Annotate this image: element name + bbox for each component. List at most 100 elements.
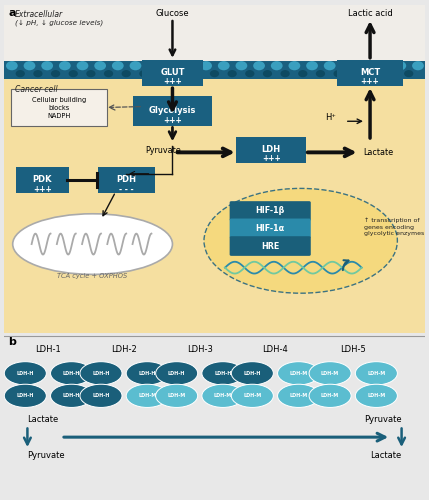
Circle shape (324, 61, 335, 70)
Circle shape (4, 362, 46, 385)
Circle shape (121, 70, 131, 77)
Text: LDH-M: LDH-M (290, 394, 308, 398)
Ellipse shape (13, 214, 172, 274)
Circle shape (175, 70, 184, 77)
Circle shape (218, 61, 230, 70)
Text: LDH-2: LDH-2 (111, 346, 137, 354)
Circle shape (245, 70, 254, 77)
Text: Extracellular: Extracellular (15, 10, 63, 19)
Circle shape (278, 384, 320, 407)
Circle shape (369, 70, 378, 77)
Circle shape (355, 384, 397, 407)
Text: LDH-M: LDH-M (243, 394, 261, 398)
Text: b: b (9, 338, 16, 347)
Text: LDH-H: LDH-H (63, 394, 80, 398)
Circle shape (377, 61, 389, 70)
Text: MCT: MCT (360, 68, 380, 78)
Text: LDH-M: LDH-M (138, 394, 156, 398)
Circle shape (126, 384, 168, 407)
Circle shape (192, 70, 202, 77)
FancyBboxPatch shape (230, 236, 311, 256)
Circle shape (351, 70, 360, 77)
Ellipse shape (204, 188, 397, 293)
Text: +++: +++ (262, 154, 281, 164)
Text: ↑ transcription of
genes encoding
glycolytic enzymes: ↑ transcription of genes encoding glycol… (364, 218, 424, 236)
FancyBboxPatch shape (337, 60, 403, 86)
Circle shape (4, 384, 46, 407)
Circle shape (80, 384, 122, 407)
Text: LDH-1: LDH-1 (36, 346, 61, 354)
Text: LDH-H: LDH-H (139, 371, 156, 376)
Text: a: a (9, 8, 16, 18)
Text: LDH-M: LDH-M (321, 371, 339, 376)
Text: LDH-H: LDH-H (17, 371, 34, 376)
Text: HRE: HRE (261, 242, 279, 250)
Circle shape (130, 61, 141, 70)
Circle shape (341, 61, 353, 70)
Text: Lactate: Lactate (370, 451, 402, 460)
FancyBboxPatch shape (230, 201, 311, 221)
Text: GLUT: GLUT (160, 68, 185, 78)
Text: HIF-1β: HIF-1β (256, 206, 285, 216)
Circle shape (156, 384, 198, 407)
Circle shape (41, 61, 53, 70)
FancyBboxPatch shape (11, 88, 107, 126)
Circle shape (51, 362, 93, 385)
Circle shape (33, 70, 42, 77)
Text: +++: +++ (163, 78, 182, 86)
Text: +++: +++ (163, 116, 182, 125)
Text: TCA cycle + OXPHOS: TCA cycle + OXPHOS (57, 273, 128, 279)
FancyBboxPatch shape (142, 60, 203, 86)
Circle shape (104, 70, 113, 77)
Circle shape (231, 384, 273, 407)
Circle shape (6, 61, 18, 70)
Circle shape (24, 61, 36, 70)
Text: PDH: PDH (116, 176, 136, 184)
Text: LDH-M: LDH-M (321, 394, 339, 398)
Circle shape (126, 362, 168, 385)
FancyBboxPatch shape (230, 218, 311, 238)
Circle shape (253, 61, 265, 70)
Text: LDH-H: LDH-H (63, 371, 80, 376)
Circle shape (157, 70, 166, 77)
FancyBboxPatch shape (133, 96, 211, 126)
Circle shape (231, 362, 273, 385)
Text: LDH-3: LDH-3 (187, 346, 213, 354)
Text: Pyruvate: Pyruvate (27, 451, 65, 460)
Text: Lactate: Lactate (27, 416, 59, 424)
Circle shape (94, 61, 106, 70)
Circle shape (281, 70, 290, 77)
Circle shape (306, 61, 318, 70)
Text: LDH-H: LDH-H (92, 394, 110, 398)
Text: Glucose: Glucose (156, 9, 189, 18)
Circle shape (51, 70, 60, 77)
Circle shape (15, 70, 25, 77)
Text: LDH-H: LDH-H (17, 394, 34, 398)
Circle shape (359, 61, 371, 70)
Text: Lactate: Lactate (364, 148, 394, 157)
Circle shape (156, 362, 198, 385)
Circle shape (200, 61, 212, 70)
Circle shape (316, 70, 325, 77)
Circle shape (404, 70, 414, 77)
Text: LDH-M: LDH-M (214, 394, 232, 398)
Text: LDH-M: LDH-M (168, 394, 186, 398)
Circle shape (210, 70, 219, 77)
FancyBboxPatch shape (15, 167, 69, 192)
FancyBboxPatch shape (236, 136, 306, 163)
Circle shape (51, 384, 93, 407)
Circle shape (278, 362, 320, 385)
Text: LDH: LDH (262, 146, 281, 154)
Circle shape (165, 61, 177, 70)
Circle shape (147, 61, 159, 70)
Text: LDH-5: LDH-5 (340, 346, 366, 354)
Circle shape (112, 61, 124, 70)
Text: (↓ pH, ↓ glucose levels): (↓ pH, ↓ glucose levels) (15, 20, 103, 26)
Circle shape (236, 61, 247, 70)
Text: LDH-H: LDH-H (168, 371, 185, 376)
Circle shape (298, 70, 308, 77)
Circle shape (202, 362, 244, 385)
Bar (4, 60, 425, 78)
Circle shape (394, 61, 406, 70)
Circle shape (227, 70, 237, 77)
